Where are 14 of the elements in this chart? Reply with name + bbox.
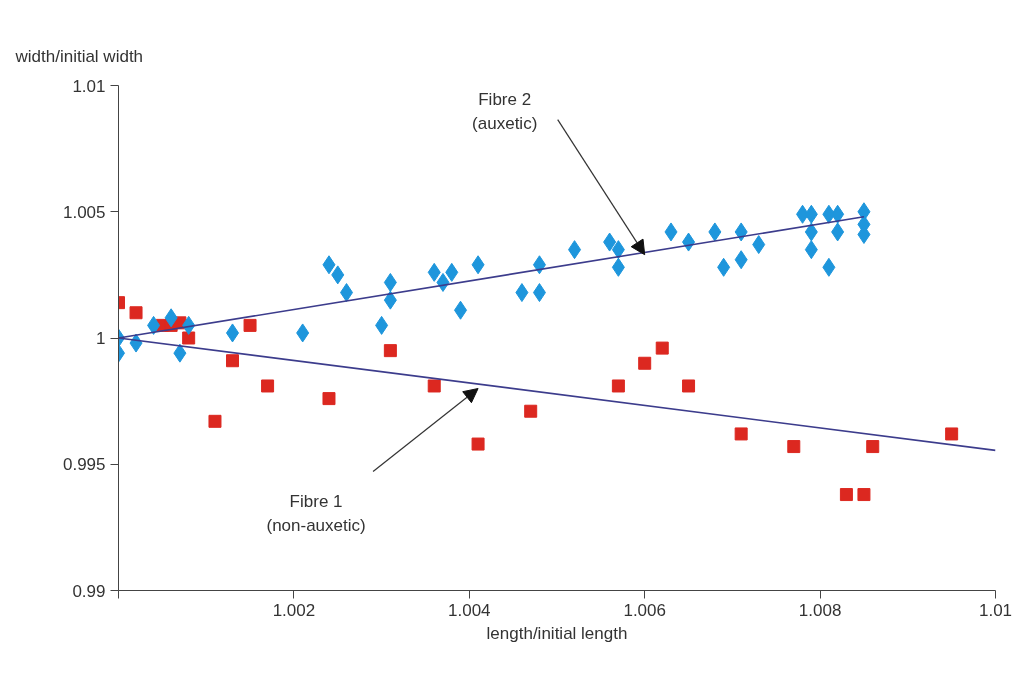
x-tick-label: 1.008 <box>798 600 842 620</box>
y-tick-label: 0.995 <box>62 455 106 475</box>
x-tick-label: 1.004 <box>448 600 491 620</box>
y-tick-label: 1 <box>96 329 106 348</box>
x-tick-label: 1.002 <box>272 600 316 620</box>
y-tick-label: 1.01 <box>72 76 106 96</box>
y-tick-label: 0.99 <box>72 581 106 601</box>
x-tick-label: 1.006 <box>623 600 666 620</box>
y-tick-label: 1.005 <box>62 202 106 222</box>
x-axis-title: length/initial length <box>486 623 628 643</box>
annotation: Fibre 2 (auxetic) <box>472 90 538 134</box>
y-axis-title: width/initial width <box>14 46 144 66</box>
annotation: Fibre 1 (non-auxetic) <box>266 492 366 535</box>
x-tick-label: 1.01 <box>978 600 1013 620</box>
